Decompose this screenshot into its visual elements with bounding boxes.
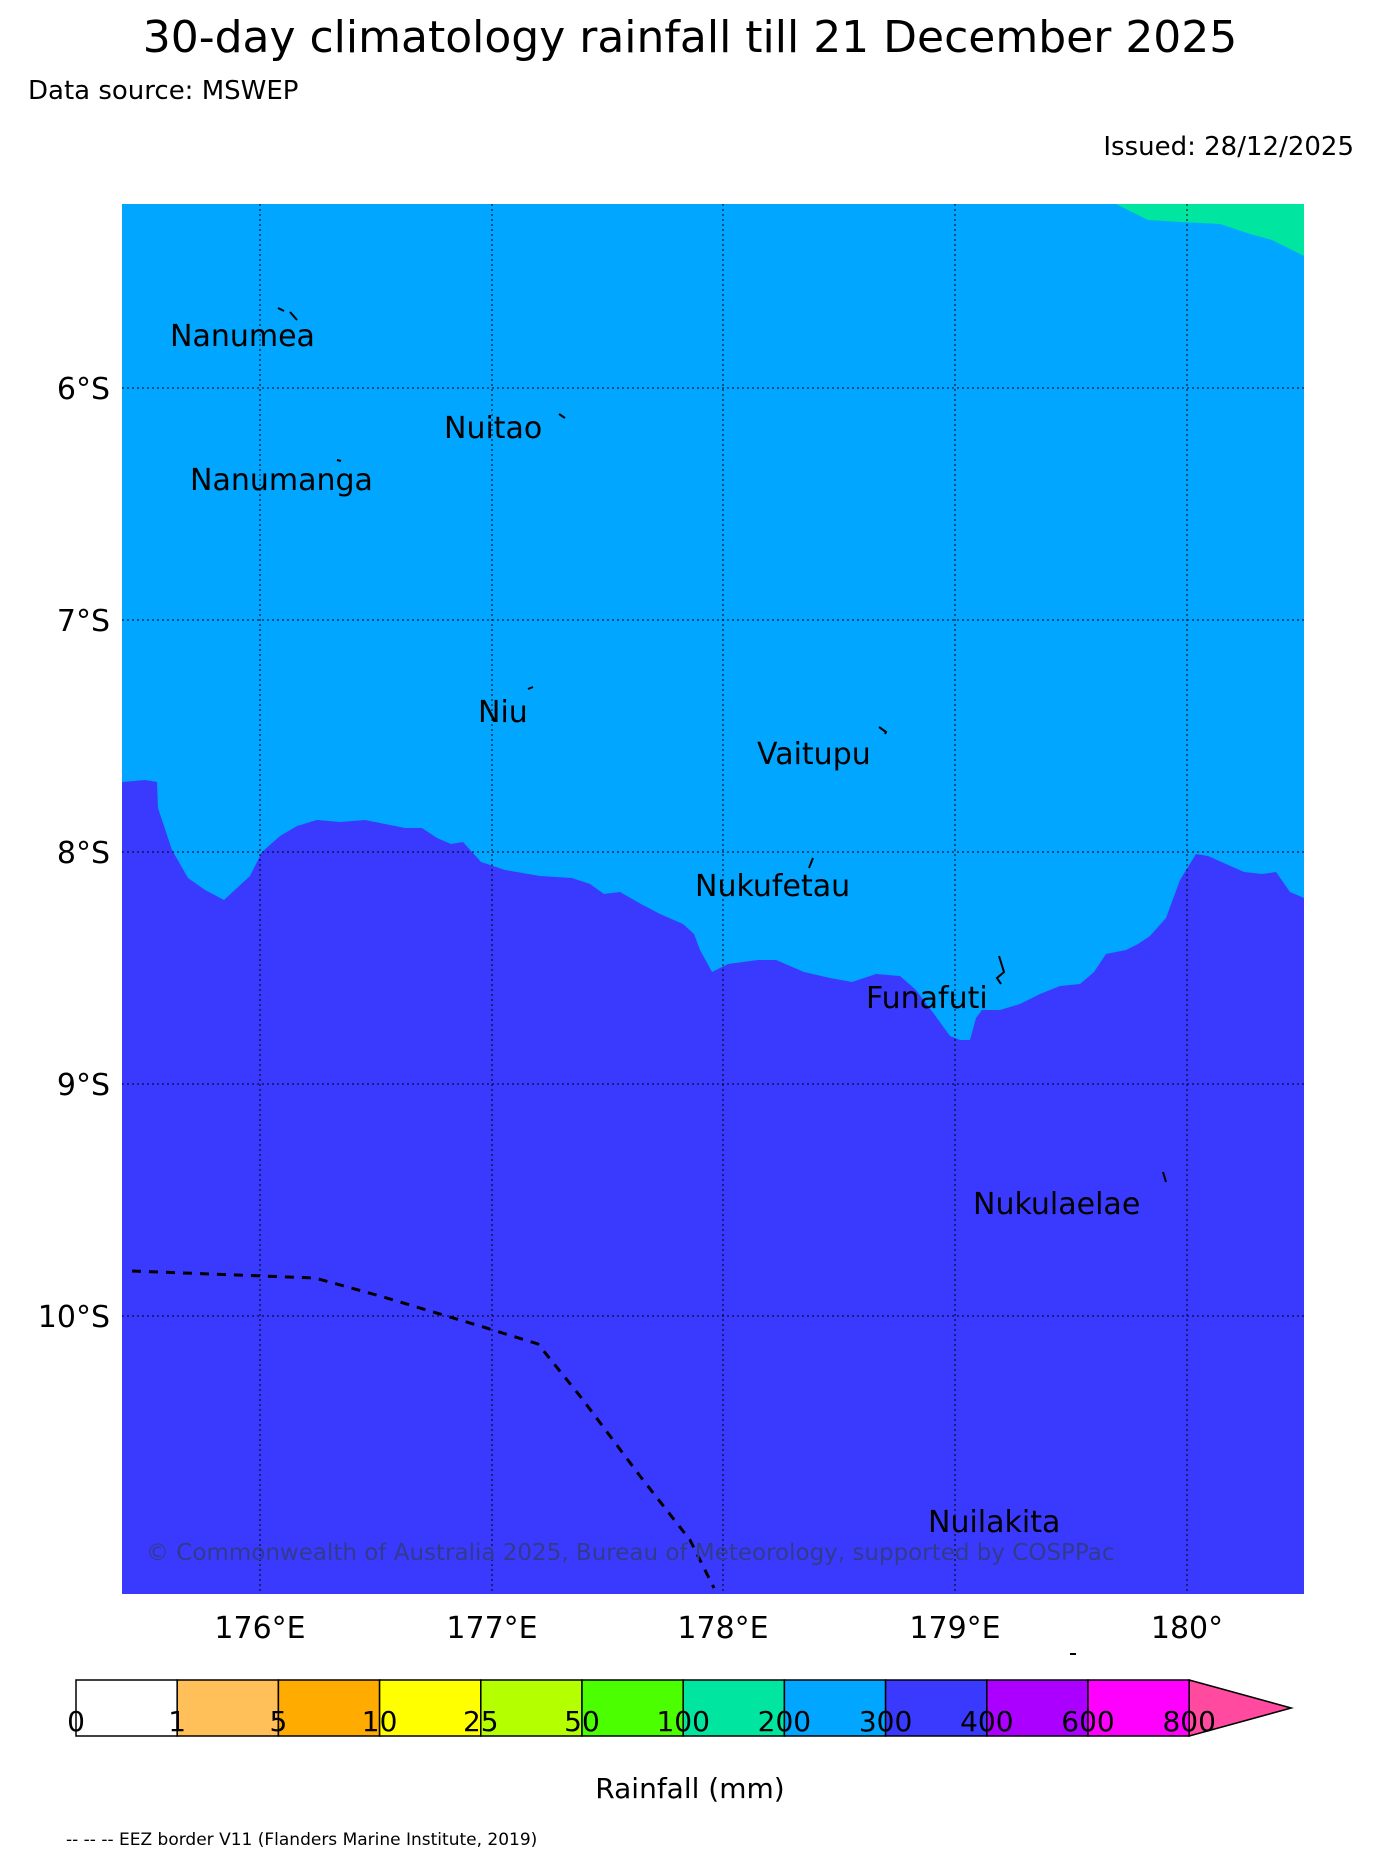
colorbar-segment: [986, 1679, 1089, 1737]
issued-date: Issued: 28/12/2025: [1103, 132, 1354, 162]
colorbar-tick-label: 600: [1061, 1705, 1115, 1738]
rainfall-band-100-200: [1116, 204, 1304, 256]
niu-island-shape: [527, 686, 534, 690]
lat-label-7s: 7°S: [57, 604, 110, 639]
colorbar-tick-label: 100: [656, 1705, 710, 1738]
island-label-nanumanga: Nanumanga: [190, 463, 373, 498]
map-title: 30-day climatology rainfall till 21 Dece…: [142, 12, 1238, 63]
nanumanga-island-shape: [336, 459, 342, 462]
funafuti-island-shape: [995, 955, 1006, 985]
island-label-nukulaelae: Nukulaelae: [973, 1187, 1140, 1222]
island-shapes: [277, 307, 1167, 1655]
nukufetau-island-shape: [808, 857, 814, 869]
colorbar-tick-label: 5: [269, 1705, 288, 1738]
lat-label-6s: 6°S: [57, 372, 110, 407]
lon-label-178e: 178°E: [677, 1611, 768, 1646]
island-label-vaitupu: Vaitupu: [757, 737, 871, 772]
colorbar-tick-label: 200: [757, 1705, 812, 1738]
island-label-funafuti: Funafuti: [866, 981, 988, 1016]
colorbar-tick-label: 800: [1162, 1705, 1216, 1738]
island-label-nanumea: Nanumea: [170, 319, 315, 354]
colorbar-tick-label: 1: [168, 1705, 187, 1738]
lat-label-10s: 10°S: [38, 1300, 110, 1335]
colorbar-label: Rainfall (mm): [595, 1772, 785, 1805]
lon-label-179e: 179°E: [909, 1611, 1000, 1646]
vaitupu-island-shape: [878, 726, 888, 735]
island-label-nukufetau: Nukufetau: [695, 869, 850, 904]
colorbar-segment: [378, 1679, 482, 1737]
colorbar-segment: [884, 1679, 988, 1737]
nukulaelae-island-shape: [1162, 1171, 1167, 1183]
island-label-nuitao: Nuitao: [444, 411, 542, 446]
lat-label-9s: 9°S: [57, 1068, 110, 1103]
colorbar-tick-label: 10: [361, 1705, 398, 1738]
colorbar-segment: [75, 1679, 178, 1737]
colorbar-tick-label: 0: [67, 1705, 85, 1738]
map-graticule: [122, 204, 1304, 1594]
eez-border-note: -- -- -- EEZ border V11 (Flanders Marine…: [66, 1830, 538, 1850]
colorbar-extension-arrow: [1188, 1679, 1295, 1737]
colorbar-segment: [176, 1679, 280, 1737]
colorbar-segment: [682, 1679, 786, 1737]
colorbar-segment: [1087, 1679, 1190, 1737]
colorbar-tick-label: 300: [858, 1705, 913, 1738]
lon-label-177e: 177°E: [446, 1611, 537, 1646]
lon-label-176e: 176°E: [214, 1611, 305, 1646]
copyright-notice: © Commonwealth of Australia 2025, Bureau…: [146, 1540, 1115, 1566]
nuitao-island-shape: [558, 413, 566, 419]
data-source-label: Data source: MSWEP: [28, 76, 299, 106]
nanumea-island-shape: [277, 307, 298, 321]
colorbar-tick-label: 25: [462, 1705, 499, 1738]
colorbar-segment: [277, 1679, 381, 1737]
rainfall-band-300-400: [122, 780, 1304, 1594]
lat-label-8s: 8°S: [57, 836, 110, 871]
colorbar-tick-label: 50: [564, 1705, 600, 1738]
lon-label-180: 180°: [1151, 1611, 1223, 1646]
colorbar-segment: [783, 1679, 887, 1737]
colorbar: [75, 1679, 1295, 1737]
colorbar-tick-label: 400: [960, 1705, 1014, 1738]
colorbar-segment: [480, 1679, 583, 1737]
island-label-nuilakita: Nuilakita: [928, 1505, 1060, 1540]
island-label-niu: Niu: [478, 695, 528, 730]
